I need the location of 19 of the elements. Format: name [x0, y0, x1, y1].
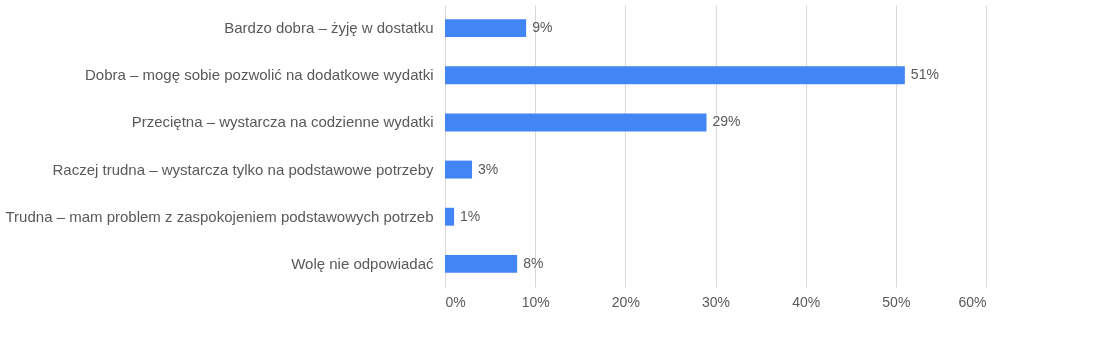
data-label: 3%: [478, 160, 499, 177]
data-label: 1%: [460, 207, 481, 224]
x-tick-label: 60%: [958, 293, 987, 310]
data-label: 9%: [532, 19, 553, 36]
y-tick-label: Raczej trudna – wystarcza tylko na podstawowe potrzeby: [52, 160, 434, 178]
data-label: 8%: [523, 254, 544, 271]
x-tick-label: 50%: [882, 293, 911, 310]
y-tick-label: Bardzo dobra – żyję w dostatku: [224, 19, 434, 37]
data-label: 51%: [910, 66, 939, 83]
y-tick-label: Wolę nie odpowiadać: [291, 254, 434, 272]
x-tick-label: 30%: [701, 293, 731, 310]
x-tick-label: 0%: [445, 293, 466, 310]
y-tick-label: Dobra – mogę sobie pozwolić na dodatkowe wydatki: [84, 66, 434, 84]
x-tick-label: 40%: [792, 293, 821, 310]
y-tick-label: Trudna – mam problem z zaspokojeniem podstawowych potrzeb: [5, 207, 434, 225]
x-tick-label: 20%: [611, 293, 640, 310]
x-tick-label: 10%: [521, 293, 550, 310]
data-label: 29%: [712, 113, 741, 130]
y-tick-label: Przeciętna – wystarcza na codzienne wydatki: [131, 113, 434, 131]
